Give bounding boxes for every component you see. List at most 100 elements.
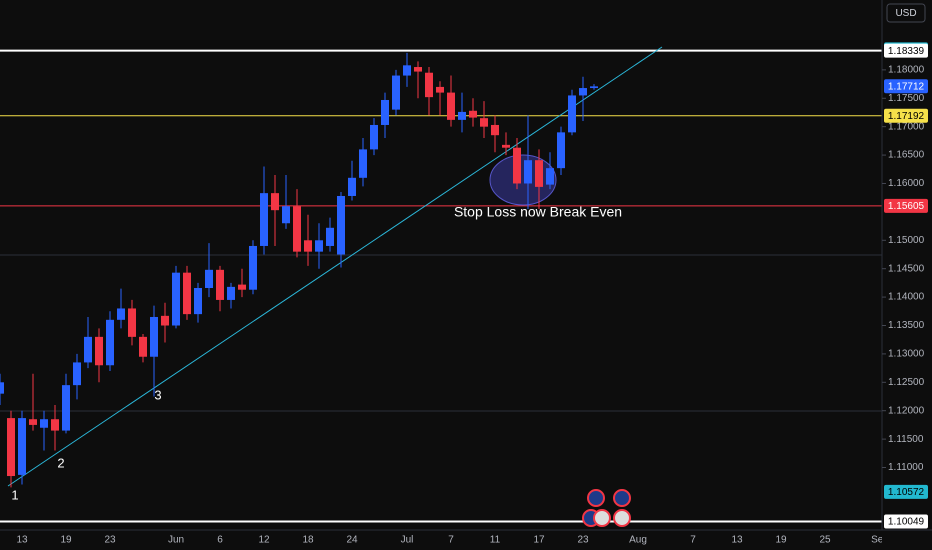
y-tick-label: 1.15000: [888, 235, 925, 246]
candle-body: [172, 272, 180, 326]
x-tick-label: 25: [819, 535, 831, 546]
candle-body: [403, 65, 411, 76]
candle-body: [535, 160, 543, 187]
candle-body: [238, 284, 246, 290]
candle-body: [194, 288, 202, 315]
candle-body: [260, 193, 268, 246]
candle-body: [73, 362, 81, 386]
currency-box[interactable]: [886, 3, 926, 23]
candle-body: [304, 240, 312, 252]
currency-label[interactable]: USD: [895, 8, 916, 19]
price-label: 1.10572: [888, 487, 925, 498]
event-icons: [582, 489, 631, 527]
y-tick-label: 1.17000: [888, 121, 925, 132]
candle-body: [425, 72, 433, 98]
y-tick-label: 1.14000: [888, 292, 925, 303]
candle-body: [315, 240, 323, 252]
candle-body: [183, 272, 191, 315]
candle-body: [469, 110, 477, 118]
candle-body: [29, 419, 37, 425]
y-tick-label: 1.11000: [888, 462, 924, 473]
x-tick-label: 13: [731, 535, 743, 546]
candle-body: [414, 67, 422, 72]
x-tick-label: 12: [258, 535, 270, 546]
x-tick-label: 6: [217, 535, 223, 546]
candle-body: [95, 336, 103, 366]
candle-body: [590, 86, 598, 89]
candle-body: [40, 419, 48, 428]
candle-body: [458, 111, 466, 120]
price-label-box: [884, 198, 928, 213]
y-tick-label: 1.12500: [888, 377, 925, 388]
price-label-box: [884, 79, 928, 94]
price-label-box: [884, 484, 928, 499]
candles: [0, 52, 598, 488]
x-tick-label: Sep: [871, 535, 889, 546]
x-tick-label: Jul: [401, 535, 414, 546]
price-label: 1.17712: [888, 81, 925, 92]
x-tick-label: Jun: [168, 535, 184, 546]
y-tick-label: 1.16000: [888, 178, 925, 189]
y-tick-label: 1.14500: [888, 263, 925, 274]
candle-body: [205, 269, 213, 289]
candle-body: [227, 286, 235, 300]
price-label: 1.17192: [888, 111, 925, 122]
y-tick-label: 1.16500: [888, 150, 925, 161]
price-label-box: [884, 514, 928, 529]
candle-body: [18, 418, 26, 475]
candle-body: [139, 336, 147, 357]
candle-body: [524, 160, 532, 184]
x-tick-label: 24: [346, 535, 358, 546]
trendline: [7, 46, 663, 487]
candle-body: [546, 168, 554, 185]
y-tick-label: 1.18000: [888, 65, 925, 76]
y-tick-label: 1.12000: [888, 405, 925, 416]
event-icon: [587, 489, 605, 507]
event-icon: [613, 489, 631, 507]
price-label-box: [884, 43, 928, 58]
candle-body: [128, 308, 136, 337]
candle-body: [447, 92, 455, 120]
candle-body: [150, 316, 158, 357]
candle-body: [513, 147, 521, 184]
candle-body: [62, 385, 70, 431]
x-tick-label: 19: [60, 535, 72, 546]
price-label-box: [884, 108, 928, 123]
candle-body: [381, 99, 389, 125]
candle-body: [84, 336, 92, 363]
x-tick-label: 18: [302, 535, 314, 546]
candle-body: [216, 269, 224, 300]
candle-body: [480, 118, 488, 127]
x-tick-label: Aug: [629, 535, 647, 546]
candle-body: [282, 206, 290, 224]
price-label: 1.15605: [888, 201, 925, 212]
candle-body: [502, 144, 510, 148]
candle-body: [117, 308, 125, 320]
candle-body: [370, 124, 378, 150]
candle-body: [359, 149, 367, 178]
candle-body: [51, 419, 59, 431]
candle-body: [249, 245, 257, 290]
candle-body: [436, 86, 444, 93]
candle-body: [161, 315, 169, 326]
candle-body: [271, 193, 279, 211]
candle-body: [106, 319, 114, 366]
candle-body: [557, 132, 565, 169]
axis-labels: 1.18000 1.17500 1.17000 1.16500 1.16000 1.150…: [882, 42, 928, 529]
candle-body: [293, 206, 301, 252]
candle-body: [0, 382, 4, 394]
price-label: 1.18339: [888, 46, 925, 57]
candle-body: [579, 88, 587, 96]
x-tick-label: 23: [104, 535, 116, 546]
wave-label: 3: [154, 387, 161, 402]
x-tick-label: 13: [16, 535, 28, 546]
x-tick-label: 19: [775, 535, 787, 546]
candle-body: [392, 75, 400, 110]
x-tick-label: 7: [690, 535, 696, 546]
wave-label: 1: [11, 487, 18, 502]
y-tick-label: 1.11500: [888, 434, 924, 445]
candle-body: [491, 124, 499, 136]
wave-label: 2: [57, 455, 64, 470]
price-label: 1.10049: [888, 517, 925, 528]
